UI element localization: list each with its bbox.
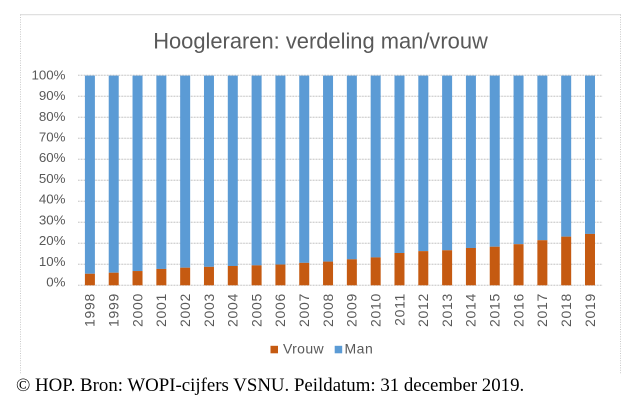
svg-text:2014: 2014 [463, 293, 479, 327]
svg-text:40%: 40% [39, 192, 66, 207]
svg-text:2007: 2007 [296, 293, 312, 327]
svg-text:10%: 10% [39, 254, 66, 269]
svg-text:30%: 30% [39, 212, 66, 227]
svg-text:2009: 2009 [344, 293, 360, 327]
svg-text:80%: 80% [39, 109, 66, 124]
svg-text:2012: 2012 [415, 293, 431, 327]
svg-text:2013: 2013 [439, 293, 455, 327]
svg-text:2002: 2002 [177, 293, 193, 327]
svg-text:60%: 60% [39, 150, 66, 165]
svg-text:0%: 0% [46, 275, 65, 290]
svg-text:1999: 1999 [106, 293, 122, 327]
svg-text:20%: 20% [39, 233, 66, 248]
svg-text:2000: 2000 [129, 293, 145, 327]
svg-text:2010: 2010 [367, 293, 383, 327]
svg-text:2006: 2006 [272, 293, 288, 327]
svg-text:2011: 2011 [391, 293, 407, 326]
svg-text:2004: 2004 [225, 293, 241, 327]
svg-text:2008: 2008 [320, 293, 336, 327]
svg-text:50%: 50% [39, 171, 66, 186]
svg-text:2001: 2001 [153, 293, 169, 327]
svg-text:70%: 70% [39, 129, 66, 144]
svg-text:1998: 1998 [82, 293, 98, 327]
svg-text:2018: 2018 [558, 293, 574, 327]
svg-text:2005: 2005 [248, 293, 264, 327]
svg-text:Vrouw: Vrouw [283, 341, 324, 357]
svg-text:Hoogleraren: verdeling man/vro: Hoogleraren: verdeling man/vrouw [153, 28, 488, 53]
svg-text:2019: 2019 [582, 293, 598, 327]
svg-text:2003: 2003 [201, 293, 217, 327]
svg-text:2016: 2016 [510, 293, 526, 327]
svg-text:2017: 2017 [534, 293, 550, 327]
svg-text:100%: 100% [31, 67, 65, 82]
svg-text:2015: 2015 [487, 293, 503, 327]
svg-text:90%: 90% [39, 88, 66, 103]
svg-text:Man: Man [345, 341, 374, 357]
svg-text:© HOP. Bron: WOPI-cijfers VSNU: © HOP. Bron: WOPI-cijfers VSNU. Peildatu… [16, 375, 524, 396]
